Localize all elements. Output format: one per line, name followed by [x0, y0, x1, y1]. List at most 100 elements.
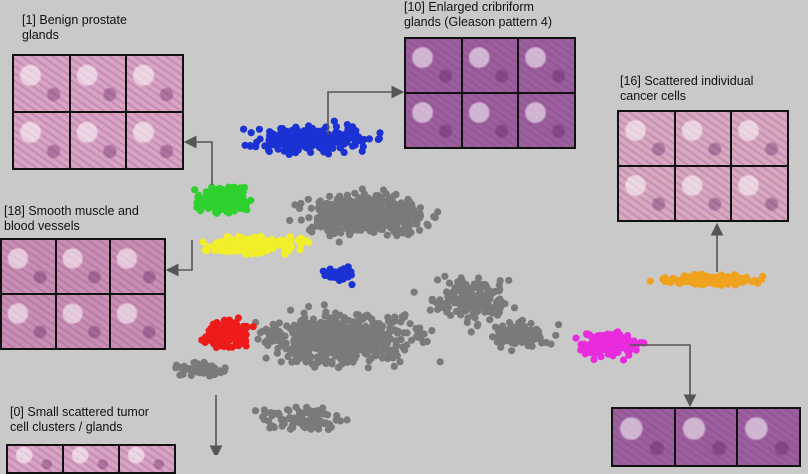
point-other	[473, 322, 481, 330]
point-other	[442, 288, 451, 296]
point-cluster-16	[646, 277, 654, 285]
point-cluster-10	[326, 273, 334, 281]
point-other	[356, 202, 364, 210]
point-other	[343, 324, 351, 332]
label-cluster-16: [16] Scattered individual cancer cells	[620, 74, 754, 103]
point-other	[343, 416, 351, 424]
point-other	[489, 333, 497, 341]
point-other	[378, 354, 386, 362]
point-other	[349, 322, 357, 330]
point-cluster-16	[681, 278, 690, 286]
point-other	[321, 205, 329, 213]
point-other	[303, 403, 311, 411]
point-other	[532, 325, 541, 333]
point-other	[496, 286, 504, 294]
point-cluster-10	[306, 136, 314, 144]
label-cluster-1: [1] Benign prostate glands	[22, 13, 127, 42]
tissue-tile	[406, 94, 461, 147]
point-other	[304, 195, 312, 203]
point-other	[280, 341, 288, 349]
point-cluster-0	[242, 322, 251, 330]
point-other	[396, 358, 404, 366]
point-cluster-10	[246, 142, 254, 150]
point-other	[497, 343, 505, 351]
point-other	[505, 276, 513, 284]
point-other	[382, 190, 390, 198]
point-cluster-10	[343, 121, 351, 129]
point-other	[272, 336, 280, 344]
point-other	[384, 354, 392, 363]
point-cluster-10	[340, 148, 348, 156]
point-other	[327, 423, 335, 431]
point-cluster-magenta	[619, 356, 628, 364]
tissue-tile	[732, 167, 787, 220]
point-cluster-16	[743, 276, 751, 284]
point-other	[296, 204, 304, 213]
point-cluster-18	[241, 242, 249, 250]
point-cluster-10	[276, 140, 284, 148]
tissue-tile	[70, 113, 126, 168]
point-other	[555, 321, 563, 329]
point-cluster-18	[279, 237, 288, 245]
point-cluster-1	[202, 188, 210, 196]
point-cluster-magenta	[618, 342, 626, 350]
point-other	[328, 216, 336, 225]
point-other	[322, 320, 330, 328]
point-other	[399, 229, 407, 237]
point-other	[294, 341, 302, 350]
point-other	[277, 415, 285, 423]
tissue-tile	[613, 409, 674, 465]
point-other	[406, 221, 414, 229]
point-other	[297, 327, 305, 335]
point-cluster-18	[199, 238, 207, 246]
point-other	[392, 190, 400, 198]
tissue-tile	[732, 112, 787, 165]
point-cluster-magenta	[590, 355, 598, 363]
point-cluster-10	[345, 267, 353, 275]
point-cluster-1	[230, 207, 238, 215]
tissue-tile	[406, 39, 461, 92]
point-other	[322, 350, 330, 358]
tissue-tile	[70, 56, 126, 111]
point-other	[436, 358, 444, 366]
point-other	[265, 417, 273, 425]
point-other	[505, 334, 513, 342]
point-other	[484, 287, 492, 295]
point-cluster-1	[228, 198, 236, 206]
point-other	[335, 213, 343, 221]
point-other	[403, 329, 411, 337]
point-cluster-10	[275, 132, 284, 140]
point-cluster-16	[661, 274, 669, 282]
point-other	[471, 314, 479, 322]
point-other	[340, 332, 348, 340]
point-cluster-10	[265, 146, 273, 154]
point-cluster-10	[349, 142, 357, 150]
point-other	[307, 335, 315, 343]
point-other	[286, 216, 294, 224]
point-cluster-18	[297, 234, 305, 242]
point-other	[433, 276, 442, 284]
point-cluster-1	[243, 206, 251, 214]
point-other	[383, 231, 391, 239]
point-other	[382, 221, 390, 229]
point-cluster-0	[222, 339, 230, 347]
point-other	[217, 369, 225, 377]
point-other	[518, 316, 527, 324]
point-other	[406, 204, 415, 212]
tissue-tile	[519, 39, 574, 92]
point-other	[473, 308, 482, 316]
point-other	[353, 310, 361, 319]
point-other	[288, 415, 296, 423]
tiles-cluster-1	[12, 54, 184, 170]
point-other	[289, 328, 297, 336]
point-other	[416, 226, 424, 234]
tissue-tile	[111, 295, 164, 348]
point-other	[368, 323, 377, 331]
point-other	[336, 226, 344, 234]
point-other	[310, 418, 318, 427]
point-other	[327, 325, 336, 333]
tissue-tile	[2, 240, 55, 293]
point-other	[424, 222, 432, 230]
point-cluster-16	[700, 273, 709, 281]
point-other	[307, 322, 315, 330]
